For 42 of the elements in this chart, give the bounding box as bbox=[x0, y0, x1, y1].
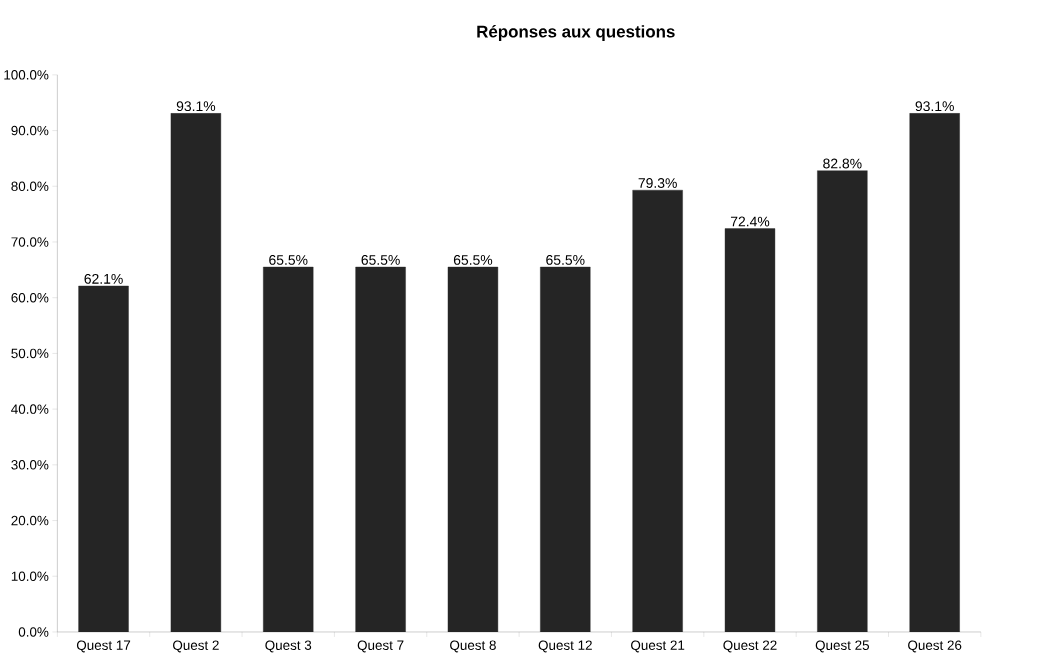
x-tick-label: Quest 21 bbox=[631, 640, 685, 653]
chart-title: Réponses aux questions bbox=[477, 25, 675, 41]
y-tick-label: 20.0% bbox=[11, 515, 49, 526]
x-tick-label: Quest 17 bbox=[76, 640, 131, 653]
x-tick-label: Quest 8 bbox=[450, 640, 496, 653]
bar bbox=[170, 113, 222, 632]
y-tick-label: 0.0% bbox=[18, 627, 49, 637]
bar bbox=[909, 113, 960, 632]
x-tick-label: Quest 12 bbox=[538, 640, 592, 653]
x-tick-label: Quest 2 bbox=[173, 640, 219, 653]
bar bbox=[78, 285, 129, 632]
x-tick-label: Quest 22 bbox=[723, 640, 777, 653]
bar bbox=[632, 190, 683, 632]
x-tick-label: Quest 7 bbox=[357, 640, 404, 653]
bar bbox=[724, 228, 776, 632]
bar bbox=[447, 266, 499, 632]
data-label: 65.5% bbox=[453, 255, 493, 265]
data-label: 62.1% bbox=[84, 273, 123, 284]
data-label: 93.1% bbox=[915, 101, 954, 112]
y-tick-label: 50.0% bbox=[11, 348, 49, 359]
x-tick-label: Quest 3 bbox=[265, 640, 312, 653]
y-tick-label: 30.0% bbox=[11, 460, 49, 470]
data-label: 72.4% bbox=[730, 216, 770, 227]
data-label: 82.8% bbox=[823, 158, 862, 169]
data-label: 65.5% bbox=[269, 255, 308, 265]
bar bbox=[355, 266, 406, 632]
y-tick-label: 90.0% bbox=[11, 125, 49, 136]
data-label: 65.5% bbox=[546, 255, 585, 265]
bar bbox=[540, 266, 591, 632]
y-tick-label: 70.0% bbox=[11, 237, 49, 247]
y-tick-label: 100.0% bbox=[4, 70, 49, 80]
x-tick-label: Quest 26 bbox=[908, 640, 962, 653]
y-tick-label: 40.0% bbox=[11, 404, 49, 414]
x-tick-label: Quest 25 bbox=[815, 640, 870, 653]
y-tick-label: 10.0% bbox=[11, 571, 49, 582]
bar bbox=[263, 266, 314, 632]
data-label: 93.1% bbox=[176, 101, 216, 112]
y-tick-label: 60.0% bbox=[11, 292, 49, 303]
data-label: 65.5% bbox=[361, 255, 400, 265]
bar bbox=[817, 170, 868, 632]
y-tick-label: 80.0% bbox=[11, 181, 49, 192]
data-label: 79.3% bbox=[638, 178, 677, 189]
